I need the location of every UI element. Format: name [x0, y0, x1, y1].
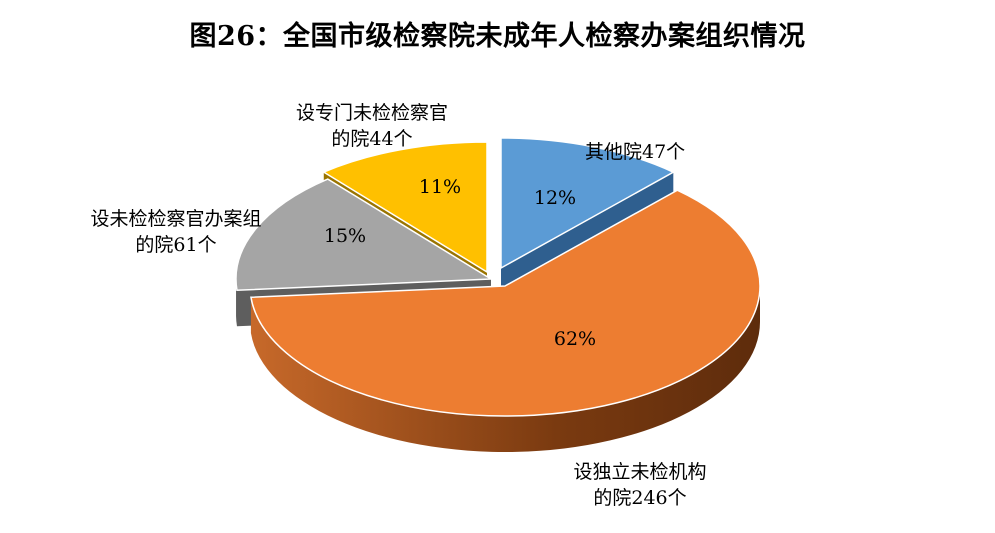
slice-category-label: 的院61个 — [135, 234, 216, 256]
slice-category-label: 其他院47个 — [585, 141, 685, 163]
pie-slice — [500, 137, 675, 270]
pie-slice — [250, 189, 761, 417]
pie-slice-group — [250, 189, 761, 452]
chart-title: 图26：全国市级检察院未成年人检察办案组织情况 — [189, 21, 806, 52]
slice-percent-label: 12% — [534, 187, 576, 209]
slice-category-label: 设专门未检检察官 — [296, 102, 448, 124]
slice-percent-label: 62% — [554, 328, 596, 350]
slice-category-label: 的院44个 — [331, 128, 412, 150]
slice-category-label: 设独立未检机构 — [573, 461, 706, 483]
slice-percent-label: 15% — [324, 225, 366, 247]
pie-slice — [322, 141, 488, 274]
slice-percent-label: 11% — [419, 176, 461, 198]
slice-side — [236, 280, 237, 327]
slice-category-label: 设未检检察官办案组 — [90, 208, 261, 230]
pie-slice — [235, 178, 494, 292]
slice-category-label: 的院246个 — [593, 487, 686, 509]
slice-side — [250, 286, 760, 452]
